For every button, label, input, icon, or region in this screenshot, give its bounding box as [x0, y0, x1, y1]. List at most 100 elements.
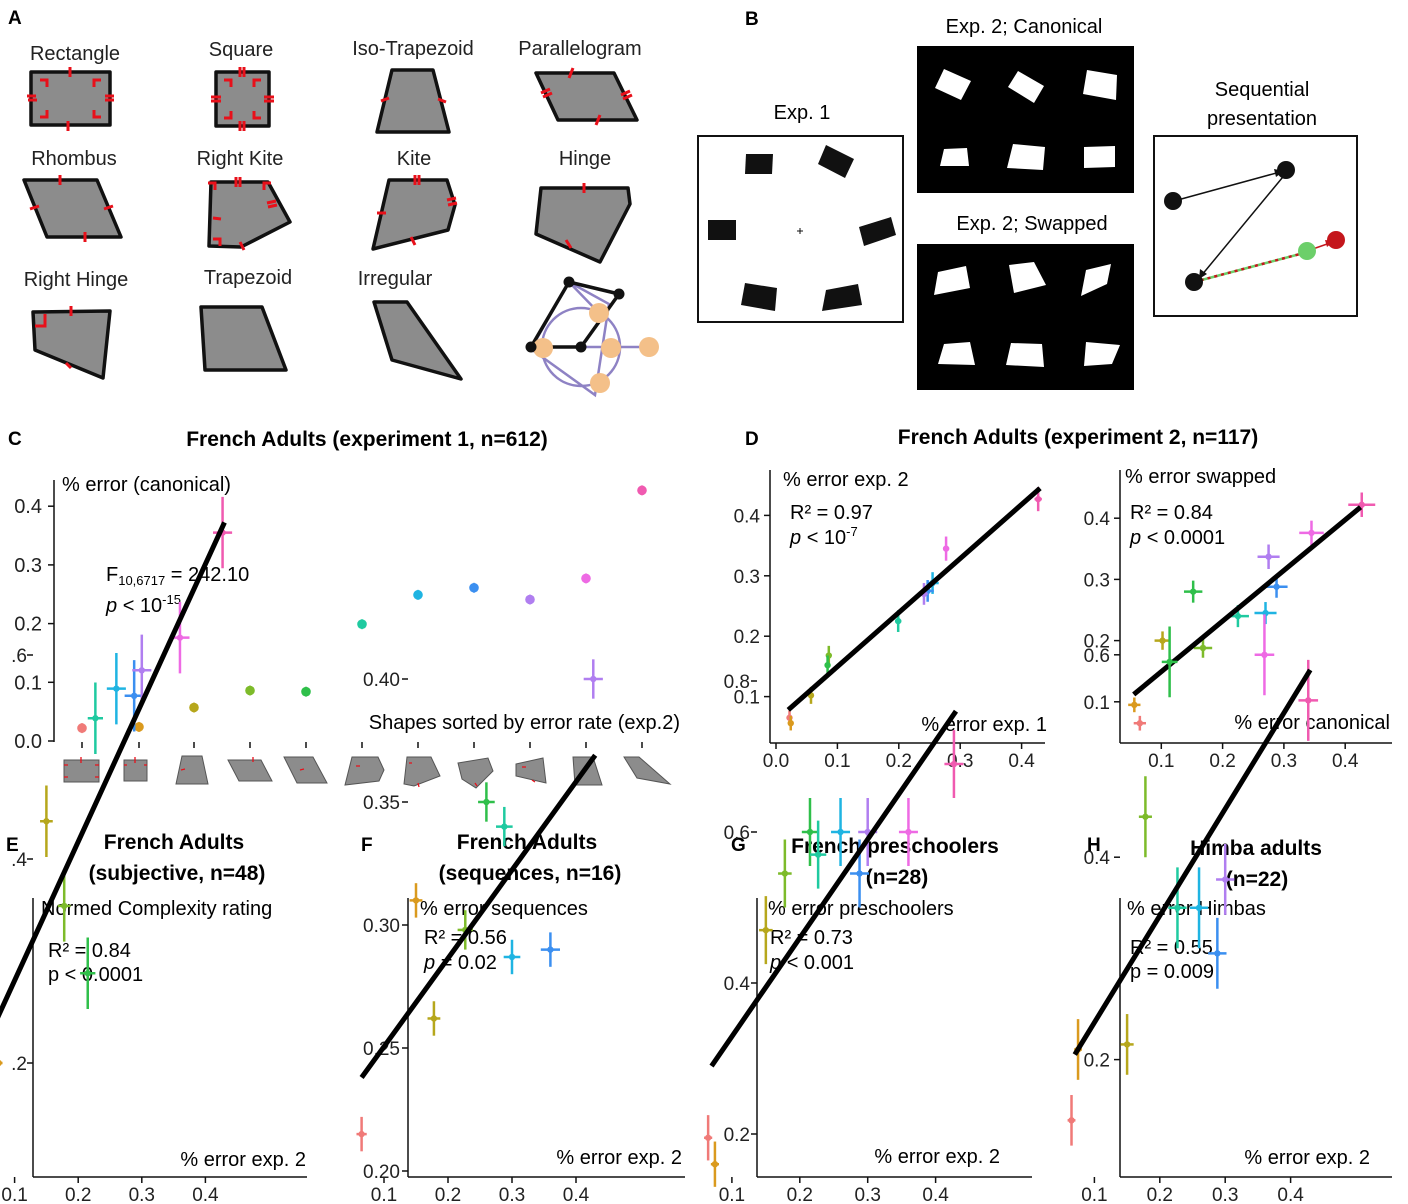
- shape-label-kite: Kite: [397, 148, 431, 170]
- panel-f: F French Adults (sequences, n=16) % erro…: [361, 831, 682, 1169]
- chart-e-point: [61, 902, 68, 910]
- chart-d-xtick-label: 0.0: [763, 751, 789, 772]
- chart-h-ytick-label: 0.2: [1084, 1051, 1110, 1072]
- chart-h-xlabel: % error exp. 2: [1244, 1147, 1370, 1169]
- chart-e-xtick-label: 0.2: [65, 1185, 91, 1204]
- chart-d1-ylabel: % error exp. 2: [783, 469, 909, 491]
- chart-h-xtick-label: 0.2: [1147, 1185, 1173, 1204]
- chart-c-point: [413, 590, 423, 600]
- chart-d-ytick-label: 0.1: [734, 688, 760, 709]
- chart-g-point: [711, 1161, 719, 1168]
- chart-d2-xtick-label: 0.4: [1332, 751, 1359, 772]
- chart-c-ytick-label: 0.3: [14, 555, 42, 577]
- chart-d2-point: [1358, 501, 1365, 508]
- panel-a: A Rectangle Square Iso-Trapezoid Paralle…: [8, 8, 659, 398]
- thumb-right-kite: [403, 756, 441, 787]
- chart-d-ytick-label: 0.2: [734, 627, 760, 648]
- chart-c-stat-p: p < 10-15: [105, 592, 181, 617]
- chart-h-fit-line: [1072, 668, 1313, 1056]
- chart-e-ytick-label: .6: [11, 646, 27, 667]
- chart-f-xtick-label: 0.1: [371, 1185, 397, 1204]
- chart-f-xlabel: % error exp. 2: [556, 1147, 682, 1169]
- chart-g-point: [837, 828, 844, 836]
- chart-c-point: [637, 485, 647, 496]
- shape-irregular: [372, 300, 463, 381]
- chart-c-point: [245, 685, 255, 696]
- chart-c-title: French Adults (experiment 1, n=612): [186, 428, 548, 451]
- shape-label-rhombus: Rhombus: [31, 148, 117, 170]
- chart-h-point: [1214, 950, 1221, 957]
- chart-e-xtick-label: 0.4: [192, 1185, 219, 1204]
- panel-letter-g: G: [731, 835, 746, 856]
- chart-c-shape-thumbnails: [63, 755, 672, 789]
- shape-graph-diagram: [525, 276, 659, 398]
- chart-g-fit-line: [709, 709, 959, 1068]
- sequential-label-line2: presentation: [1207, 108, 1317, 130]
- chart-f-fit-line: [359, 753, 598, 1079]
- chart-g-xtick-label: 0.1: [719, 1185, 745, 1204]
- chart-e-point: [0, 1060, 2, 1066]
- chart-f-point: [358, 1130, 365, 1138]
- chart-e-r2: R² = 0.84: [48, 940, 131, 962]
- chart-g-point: [762, 926, 770, 934]
- chart-d2-point: [1131, 701, 1138, 709]
- shape-label-rectangle: Rectangle: [30, 43, 120, 65]
- shape-iso-trapezoid: [375, 68, 451, 134]
- chart-d2-point: [1159, 637, 1166, 644]
- chart-c-ytick-label: 0.1: [14, 672, 42, 694]
- chart-d-xtick-label: 0.3: [947, 751, 973, 772]
- shape-label-trapezoid: Trapezoid: [204, 267, 292, 289]
- chart-f-ytick-label: 0.30: [363, 916, 400, 937]
- chart-g-title-line2: (n=28): [866, 866, 928, 889]
- chart-d2-p: p < 0.0001: [1129, 527, 1225, 549]
- sequential-display: [1153, 135, 1358, 317]
- panel-letter-c: C: [8, 429, 22, 450]
- chart-g-xtick-label: 0.3: [854, 1185, 880, 1204]
- chart-g-ytick-label: 0.2: [724, 1125, 750, 1146]
- panel-letter-a: A: [8, 8, 22, 29]
- shape-trapezoid: [199, 305, 288, 372]
- chart-d2-ytick-label: 0.1: [1084, 693, 1110, 714]
- chart-e-title-line2: (subjective, n=48): [89, 862, 266, 885]
- chart-f-point: [590, 675, 597, 683]
- chart-f-ytick-label: 0.40: [363, 670, 400, 691]
- chart-c-ytick-label: 0.4: [14, 496, 42, 518]
- chart-d-fit-line: [786, 486, 1042, 712]
- chart-g-r2: R² = 0.73: [770, 927, 853, 949]
- shape-label-square: Square: [209, 39, 274, 61]
- chart-e-p: p < 0.0001: [48, 964, 143, 986]
- chart-c-point: [525, 594, 535, 605]
- panel-d: D French Adults (experiment 2, n=117) % …: [745, 426, 1390, 736]
- exp2-swapped-shapes: [934, 262, 1120, 367]
- chart-e-point: [176, 634, 184, 641]
- panel-letter-f: F: [361, 835, 373, 856]
- exp2-swapped-label: Exp. 2; Swapped: [956, 213, 1107, 235]
- chart-f-xtick-label: 0.3: [499, 1185, 525, 1204]
- chart-d-point: [894, 617, 902, 625]
- chart-g-ylabel: % error preschoolers: [768, 898, 954, 920]
- shape-kite: [371, 178, 457, 251]
- shape-label-right-kite: Right Kite: [197, 148, 284, 170]
- chart-e-point: [113, 685, 120, 692]
- chart-h-xtick-label: 0.1: [1081, 1185, 1107, 1204]
- chart-f-point: [501, 823, 508, 830]
- shape-right-kite: [207, 180, 292, 249]
- shape-hinge: [534, 186, 632, 264]
- thumb-parallelogram: [227, 759, 273, 782]
- chart-f-xtick-label: 0.2: [435, 1185, 461, 1204]
- chart-f-point: [508, 953, 516, 961]
- chart-d1-p: p < 10-7: [789, 524, 858, 549]
- chart-d-title: French Adults (experiment 2, n=117): [898, 426, 1258, 449]
- chart-c-point: [357, 619, 367, 629]
- chart-d2-point: [1136, 720, 1144, 727]
- chart-h-title-line2: (n=22): [1226, 868, 1288, 891]
- panel-b: B Exp. 1 Exp. 2; Canonical Exp. 2; Swapp…: [697, 9, 1358, 390]
- chart-d2-point: [1189, 588, 1197, 595]
- chart-g-point: [704, 1134, 712, 1141]
- shape-label-parallelogram: Parallelogram: [518, 38, 641, 60]
- chart-f-ylabel: % error sequences: [420, 898, 588, 920]
- chart-h-xtick-label: 0.4: [1277, 1185, 1304, 1204]
- thumb-kite: [344, 756, 385, 786]
- chart-h-point: [1174, 904, 1181, 911]
